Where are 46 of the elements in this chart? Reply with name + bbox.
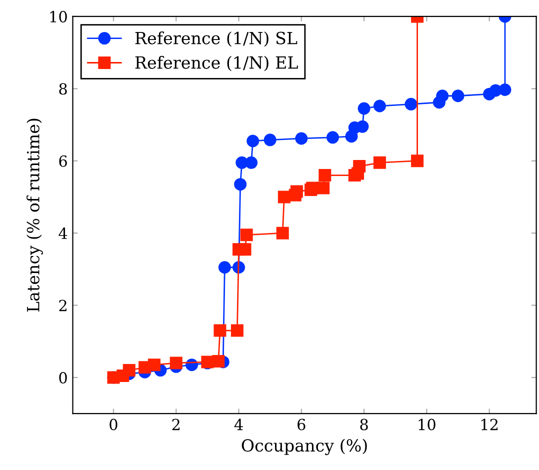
x-tick-label: 12 [481, 418, 498, 430]
point [358, 102, 370, 115]
point [295, 132, 308, 145]
point [212, 355, 225, 368]
point [278, 190, 290, 204]
point [318, 169, 332, 182]
y-tick-label: 0 [59, 372, 67, 384]
y-axis-title: Latency (% of runtime) [26, 118, 43, 312]
point [411, 154, 424, 168]
y-tick-label: 2 [59, 300, 66, 312]
point [148, 358, 160, 372]
y-tick-label: 6 [59, 155, 67, 167]
y-tick-label: 4 [58, 228, 68, 239]
point [404, 98, 418, 110]
point [317, 182, 330, 194]
point [214, 324, 226, 337]
point [230, 324, 244, 337]
point [245, 156, 258, 169]
point [290, 185, 303, 198]
legend-label: Reference (1/N) EL [135, 56, 298, 72]
point [436, 90, 449, 102]
y-tick-label: 8 [59, 83, 67, 95]
point [353, 160, 366, 173]
point [234, 178, 247, 191]
point [356, 120, 369, 133]
x-tick-label: 10 [418, 418, 436, 430]
legend-label: Reference (1/N) SL [135, 31, 298, 47]
x-tick-label: 0 [110, 418, 118, 430]
point [373, 100, 386, 112]
point [240, 228, 253, 242]
point [276, 226, 289, 240]
point [246, 134, 260, 148]
point [238, 243, 252, 256]
point [452, 90, 464, 102]
point [170, 356, 182, 370]
point [264, 134, 276, 146]
x-tick-label: 8 [360, 418, 368, 430]
x-tick-label: 4 [234, 418, 243, 430]
x-axis-title: Occupancy (%) [242, 438, 367, 456]
x-tick-label: 6 [298, 418, 306, 430]
point [373, 156, 386, 169]
point [498, 83, 512, 96]
point [326, 131, 339, 144]
point [218, 261, 231, 274]
y-tick-label: 10 [50, 10, 67, 22]
x-tick-label: 2 [172, 418, 180, 430]
